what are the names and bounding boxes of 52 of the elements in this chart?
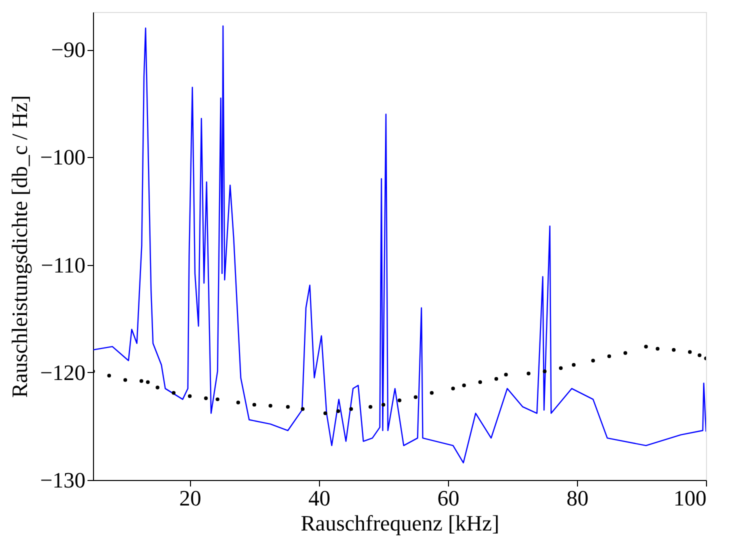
point (300, 407, 305, 411)
point (672, 348, 676, 352)
point (216, 397, 220, 402)
point (188, 394, 192, 398)
point (414, 395, 418, 400)
point (146, 380, 150, 384)
y-tick-label: −90 (51, 37, 86, 62)
point (698, 353, 702, 358)
x-tick-label: 20 (179, 486, 202, 510)
point (591, 358, 595, 362)
point (368, 404, 372, 409)
point (542, 369, 547, 374)
point (323, 411, 328, 416)
point (140, 379, 144, 383)
x-tick-label: 40 (308, 486, 330, 510)
point (656, 346, 660, 351)
point (688, 350, 692, 354)
point (336, 409, 340, 414)
point (462, 383, 466, 388)
point (268, 404, 272, 408)
point (644, 344, 648, 348)
point (349, 407, 353, 411)
y-tick-label: −120 (40, 360, 86, 385)
point (572, 363, 576, 367)
x-axis-title: Rauschfrequenz [kHz] (300, 510, 500, 536)
x-tick-label: 80 (566, 486, 588, 510)
point (398, 398, 402, 402)
point (107, 374, 112, 378)
point (478, 380, 482, 384)
point (430, 390, 434, 395)
y-tick-label: −100 (40, 144, 86, 170)
x-tick-label: 100 (674, 486, 706, 510)
y-axis-title: Rauschleistungsdichte [db_c / Hz] (7, 95, 32, 398)
point (607, 354, 612, 358)
point (204, 396, 208, 400)
point (381, 402, 386, 407)
point (172, 390, 176, 395)
point (123, 378, 128, 382)
y-tick-label: −130 (40, 468, 86, 492)
y-tick-label: −110 (40, 252, 86, 278)
x-tick-label: 60 (437, 486, 460, 510)
point (236, 400, 240, 404)
point (558, 366, 563, 370)
point (494, 377, 498, 381)
point (526, 372, 530, 376)
point (252, 402, 256, 407)
point (451, 386, 455, 390)
point (504, 372, 508, 376)
point (286, 404, 290, 409)
point (623, 351, 628, 355)
line-series (93, 25, 706, 464)
point (156, 386, 160, 390)
